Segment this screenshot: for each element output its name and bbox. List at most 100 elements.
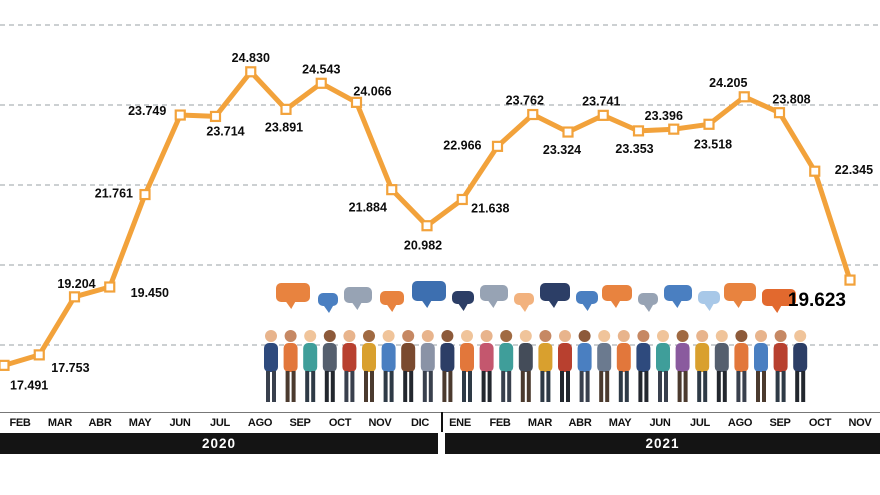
person-body xyxy=(303,343,318,372)
person-leg xyxy=(566,371,570,402)
person-leg xyxy=(599,371,604,402)
person-leg xyxy=(762,371,766,402)
month-label: JUN xyxy=(169,417,191,429)
value-label: 17.753 xyxy=(51,361,89,375)
year-label-2020: 2020 xyxy=(201,436,237,451)
person-body xyxy=(440,343,455,372)
person-leg xyxy=(638,371,643,402)
data-point-marker xyxy=(844,274,856,286)
person-icon xyxy=(402,330,415,342)
month-label: OCT xyxy=(808,417,832,429)
data-point-marker xyxy=(209,110,222,123)
speech-bubble-tail xyxy=(772,306,782,313)
person-body xyxy=(734,343,749,372)
person-leg xyxy=(520,371,525,402)
person-leg xyxy=(350,371,355,402)
data-point-marker xyxy=(0,359,10,371)
person-body xyxy=(479,343,494,372)
speech-bubble-icon xyxy=(514,293,534,305)
person-body xyxy=(283,343,298,372)
person-icon xyxy=(715,330,728,342)
data-point-marker xyxy=(562,126,574,138)
value-label: 20.982 xyxy=(404,239,442,253)
person-icon xyxy=(755,330,767,342)
person-body xyxy=(499,343,514,372)
data-point-marker xyxy=(632,125,645,137)
person-leg xyxy=(618,371,623,402)
person-body xyxy=(793,343,808,372)
person-leg xyxy=(722,371,727,402)
person-leg xyxy=(756,371,760,402)
value-label: 23.741 xyxy=(582,94,620,108)
data-point-marker xyxy=(773,107,786,119)
month-label: DIC xyxy=(410,417,430,429)
person-leg xyxy=(677,371,682,402)
speech-bubble-tail xyxy=(733,301,743,308)
speech-bubble-tail xyxy=(422,301,432,308)
month-label: SEP xyxy=(289,417,311,429)
month-label: OCT xyxy=(328,417,352,429)
person-body xyxy=(401,343,416,372)
value-label: 23.396 xyxy=(645,109,683,123)
person-leg xyxy=(409,371,414,402)
person-leg xyxy=(703,371,708,402)
data-point-marker xyxy=(104,281,116,293)
person-leg xyxy=(266,371,270,402)
person-leg xyxy=(585,371,590,402)
month-label: JUL xyxy=(690,417,710,429)
person-leg xyxy=(389,371,394,402)
person-body xyxy=(597,343,612,372)
person-body xyxy=(714,343,729,372)
person-icon xyxy=(343,330,356,342)
person-leg xyxy=(781,371,786,402)
year-bars: 2020 2021 xyxy=(0,433,880,454)
value-label: 22.966 xyxy=(443,138,481,152)
person-icon xyxy=(284,330,297,342)
speech-bubble-icon xyxy=(540,283,570,301)
person-leg xyxy=(795,371,800,402)
person-leg xyxy=(468,371,472,402)
person-icon xyxy=(578,330,591,342)
speech-bubble-tail xyxy=(704,304,714,311)
value-label: 23.324 xyxy=(543,143,581,157)
data-point-marker xyxy=(280,103,292,115)
speech-bubble-icon xyxy=(698,291,720,304)
person-body xyxy=(636,343,651,372)
value-label: 23.808 xyxy=(772,93,810,107)
speech-bubble-tail xyxy=(520,305,529,312)
speech-bubble-tail xyxy=(672,301,682,308)
person-icon xyxy=(598,330,611,342)
month-label: SEP xyxy=(769,417,791,429)
speech-bubble-icon xyxy=(412,281,446,301)
person-icon xyxy=(480,330,493,342)
person-body xyxy=(420,343,435,372)
person-leg xyxy=(579,371,584,402)
person-body xyxy=(342,343,357,372)
value-label: 24.543 xyxy=(302,62,340,76)
month-axis: FEB MAR ABR MAY JUN JUL AGO SEP OCT NOV DIC ENE FEB M… xyxy=(0,412,880,433)
person-body xyxy=(558,343,572,372)
person-leg xyxy=(526,371,531,402)
data-point-marker xyxy=(456,193,468,206)
person-icon xyxy=(676,330,689,342)
person-leg xyxy=(501,371,506,402)
person-body xyxy=(695,343,710,372)
value-label: 19.450 xyxy=(131,286,169,300)
value-label: 17.491 xyxy=(10,378,48,392)
person-body xyxy=(322,343,337,372)
month-label: ABR xyxy=(88,417,112,429)
person-body xyxy=(518,343,533,372)
value-label: 22.345 xyxy=(835,163,873,177)
value-label: 19.204 xyxy=(57,277,95,291)
year-bar-2021: 2021 xyxy=(445,433,880,454)
person-body xyxy=(264,343,278,372)
person-leg xyxy=(624,371,629,402)
speech-bubble-tail xyxy=(582,304,592,311)
person-leg xyxy=(775,371,780,402)
data-point-marker xyxy=(68,291,81,303)
person-leg xyxy=(507,371,512,402)
person-leg xyxy=(344,371,349,402)
speech-bubble-tail xyxy=(488,301,498,308)
month-label: JUN xyxy=(649,417,671,429)
month-label: MAR xyxy=(527,417,553,429)
